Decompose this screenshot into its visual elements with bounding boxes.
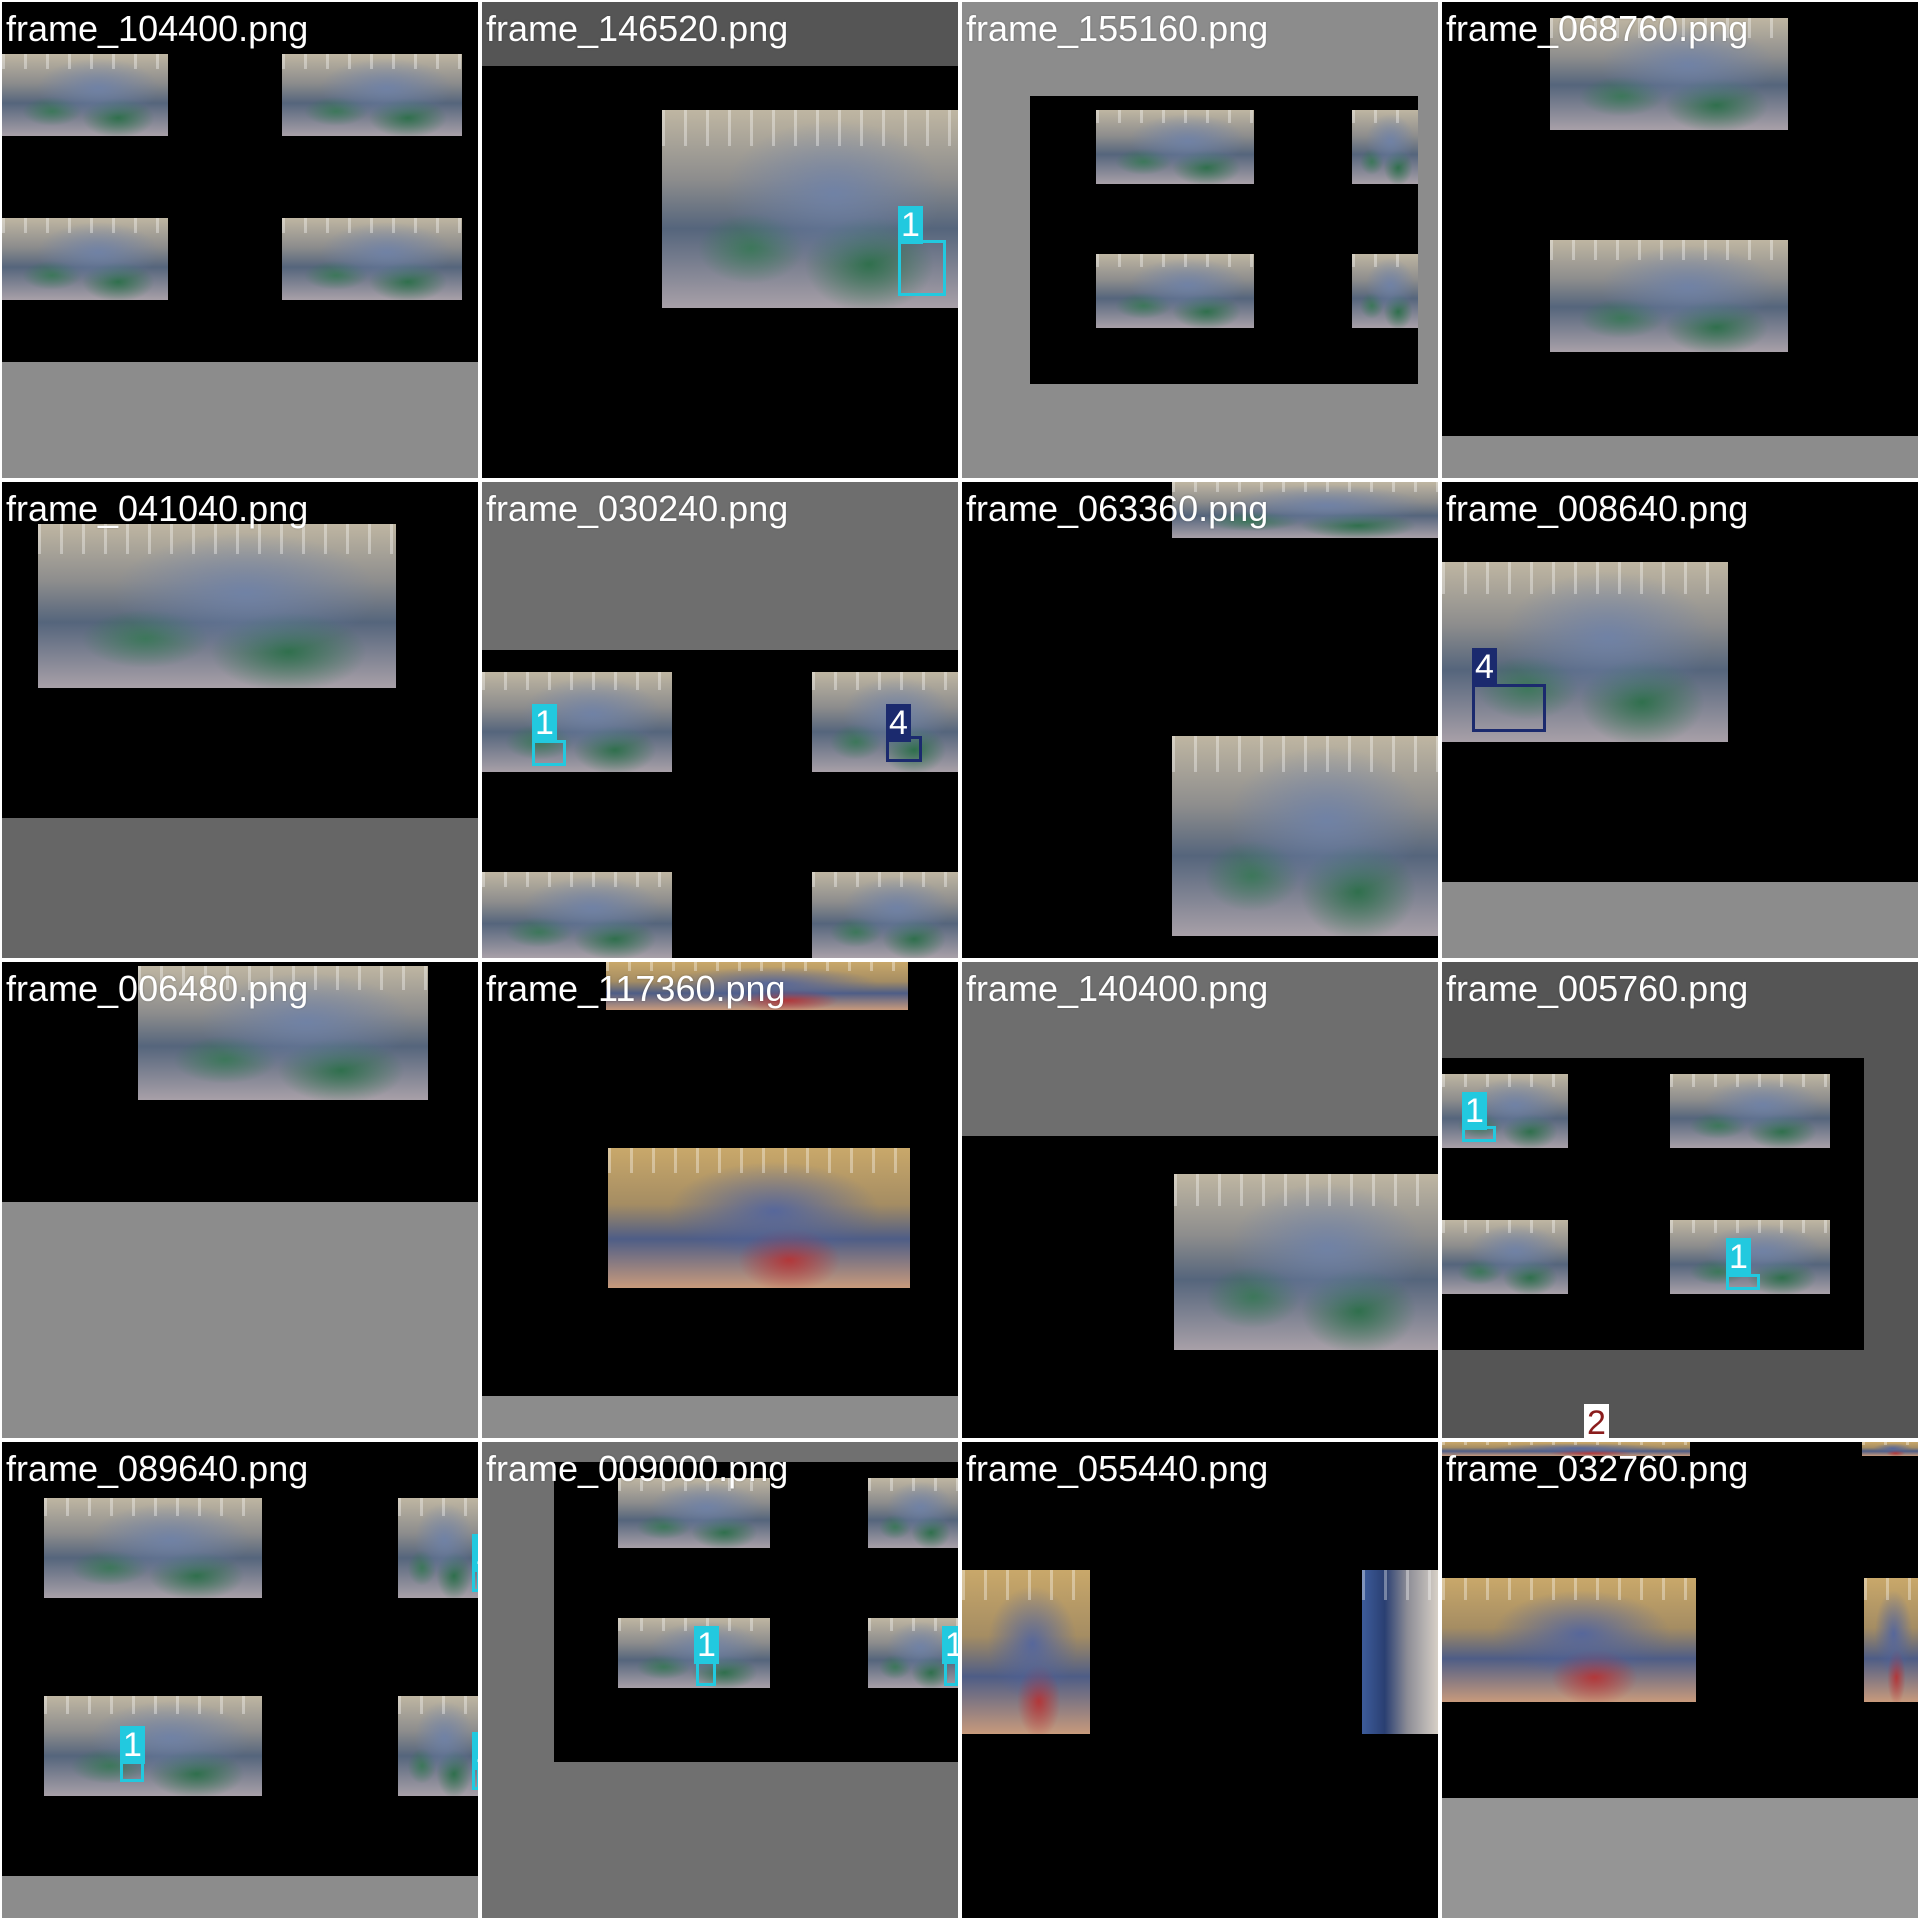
detection-label: 1 (120, 1726, 145, 1764)
frame-thumbnail (1550, 240, 1788, 352)
mosaic-tile: frame_041040.png (2, 482, 478, 958)
frame-thumbnail (282, 218, 462, 300)
frame-thumbnail (38, 524, 396, 688)
tile-filename: frame_032760.png (1446, 1448, 1749, 1489)
frame-thumbnail (44, 1498, 262, 1598)
frame-thumbnail (1670, 1074, 1830, 1148)
frame-thumbnail (1352, 110, 1418, 184)
frame-thumbnail (282, 54, 462, 136)
detection-box (1726, 1274, 1760, 1290)
mosaic-tile: 1 1 2 frame_005760.png (1442, 962, 1918, 1438)
frame-thumbnail (1442, 1074, 1568, 1148)
frame-thumbnail (812, 872, 958, 958)
tile-filename: frame_104400.png (6, 8, 309, 49)
frame-thumbnail (1862, 1442, 1918, 1456)
frame-thumbnail (1362, 1570, 1438, 1734)
frame-thumbnail (1550, 18, 1788, 130)
tile-filename: frame_117360.png (486, 968, 786, 1009)
mosaic-tile: frame_055440.png (962, 1442, 1438, 1918)
tile-filename: frame_009000.png (486, 1448, 789, 1489)
tile-filename: frame_140400.png (966, 968, 1269, 1009)
tile-filename: frame_089640.png (6, 1448, 309, 1489)
mosaic-tile: frame_032760.png (1442, 1442, 1918, 1918)
frame-thumbnail (482, 872, 672, 958)
frame-thumbnail (1352, 254, 1418, 328)
letterbox-fill (1442, 882, 1918, 958)
mosaic-tile: 1 frame_146520.png (482, 2, 958, 478)
frame-thumbnail (482, 672, 672, 772)
mosaic-tile: frame_068760.png (1442, 2, 1918, 478)
tile-filename: frame_041040.png (6, 488, 309, 529)
frame-thumbnail (398, 1696, 478, 1796)
detection-label: 1 (1462, 1092, 1487, 1130)
frame-thumbnail (618, 1478, 770, 1548)
frame-thumbnail (1442, 1578, 1696, 1702)
mosaic-tile: frame_140400.png (962, 962, 1438, 1438)
detection-label: 1 (694, 1626, 719, 1664)
tile-filename: frame_005760.png (1446, 968, 1749, 1009)
detection-label: 1 (1726, 1238, 1751, 1276)
frame-thumbnail (812, 672, 958, 772)
letterbox-fill (1442, 1798, 1918, 1918)
tile-filename: frame_008640.png (1446, 488, 1749, 529)
detection-box (898, 240, 946, 296)
detection-label: 1 (898, 206, 923, 244)
mosaic-tile: frame_104400.png (2, 2, 478, 478)
frame-thumbnail (608, 1148, 910, 1288)
tile-filename: frame_055440.png (966, 1448, 1269, 1489)
mosaic-tile: 1 1 frame_009000.png (482, 1442, 958, 1918)
mosaic-tile: 1 4 frame_030240.png (482, 482, 958, 958)
tile-filename: frame_030240.png (486, 488, 789, 529)
frame-thumbnail (1096, 254, 1254, 328)
letterbox-fill (2, 1202, 478, 1438)
frame-thumbnail (868, 1478, 958, 1548)
tile-filename: frame_155160.png (966, 8, 1269, 49)
frame-thumbnail (398, 1498, 478, 1598)
tile-filename: frame_063360.png (966, 488, 1269, 529)
frame-thumbnail (1442, 1220, 1568, 1294)
detection-label: 4 (886, 704, 911, 742)
mosaic-tile: frame_155160.png (962, 2, 1438, 478)
frame-thumbnail (1172, 482, 1438, 538)
letterbox-fill (482, 2, 958, 66)
detection-label: 2 (1584, 1404, 1609, 1438)
tile-filename: frame_068760.png (1446, 8, 1749, 49)
mosaic-tile: frame_117360.png (482, 962, 958, 1438)
frame-thumbnail (138, 966, 428, 1100)
frame-thumbnail (606, 962, 908, 1010)
letterbox-fill (2, 1876, 478, 1918)
detection-label: 4 (1472, 648, 1497, 686)
tile-filename: frame_146520.png (486, 8, 789, 49)
mosaic-tile: frame_006480.png (2, 962, 478, 1438)
tile-filename: frame_006480.png (6, 968, 309, 1009)
detection-label: 1 (532, 704, 557, 742)
frame-thumbnail (962, 1570, 1090, 1734)
detection-box (532, 740, 566, 766)
detection-box (1472, 684, 1546, 732)
frame-thumbnail (44, 1696, 262, 1796)
letterbox-fill (482, 1396, 958, 1438)
letterbox-fill (482, 482, 958, 650)
frame-thumbnail (1442, 1442, 1690, 1456)
detection-label: 1 (472, 1534, 478, 1572)
mosaic-tile: 1 1 1 frame_089640.png (2, 1442, 478, 1918)
letterbox-fill (2, 362, 478, 478)
detection-label: 1 (942, 1626, 958, 1664)
frame-thumbnail (1096, 110, 1254, 184)
frame-thumbnail (1174, 1174, 1438, 1350)
frame-thumbnail (1172, 736, 1438, 936)
mosaic-tile: frame_063360.png (962, 482, 1438, 958)
detection-label: 1 (472, 1732, 478, 1770)
frame-thumbnail (1864, 1578, 1918, 1702)
letterbox-fill (2, 818, 478, 958)
letterbox-fill (1442, 436, 1918, 478)
frame-thumbnail (2, 218, 168, 300)
mosaic-tile: 4 frame_008640.png (1442, 482, 1918, 958)
letterbox-fill (962, 962, 1438, 1136)
frame-thumbnail (2, 54, 168, 136)
